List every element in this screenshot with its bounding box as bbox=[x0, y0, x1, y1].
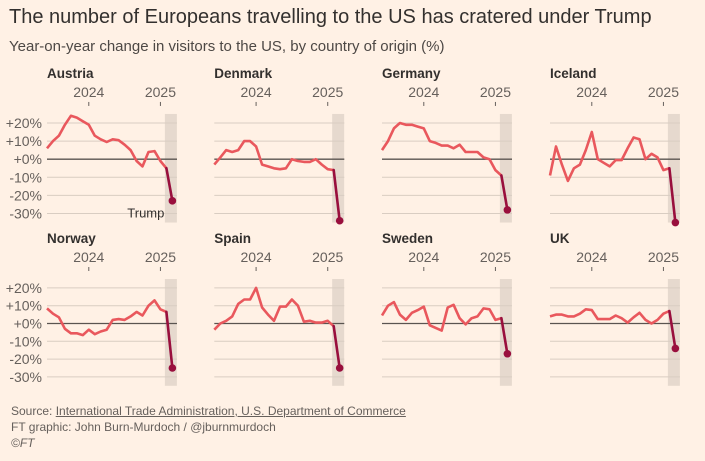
x-tick-label: 2024 bbox=[576, 249, 607, 265]
y-tick-label: -20% bbox=[9, 187, 42, 203]
latest-point-marker bbox=[168, 364, 177, 372]
latest-point-marker bbox=[503, 349, 512, 358]
series-line-norway bbox=[46, 299, 167, 337]
source-prefix: Source: bbox=[11, 404, 56, 418]
x-tick-label: 2025 bbox=[480, 249, 511, 265]
series-line-spain bbox=[213, 286, 335, 331]
panel-title: Austria bbox=[47, 66, 94, 81]
source-line: Source: International Trade Administrati… bbox=[11, 404, 406, 418]
x-tick-label: 2025 bbox=[648, 249, 679, 265]
y-tick-label: -20% bbox=[9, 351, 42, 367]
latest-point-marker bbox=[503, 206, 512, 214]
panel-title: UK bbox=[550, 231, 570, 246]
latest-point-marker bbox=[335, 216, 344, 225]
trump-period-line bbox=[668, 309, 677, 350]
x-tick-label: 2025 bbox=[480, 84, 511, 100]
credit-line: FT graphic: John Burn-Murdoch / @jburnmu… bbox=[11, 420, 276, 434]
x-tick-label: 2024 bbox=[576, 84, 607, 100]
panel-title: Spain bbox=[214, 231, 251, 246]
trump-annotation: Trump bbox=[127, 206, 164, 221]
y-tick-label: -30% bbox=[9, 206, 42, 222]
y-tick-label: -10% bbox=[9, 169, 42, 185]
series-line-sweden bbox=[380, 300, 502, 332]
y-tick-label: +0% bbox=[14, 151, 42, 167]
x-tick-label: 2025 bbox=[648, 84, 679, 100]
y-tick-label: +20% bbox=[6, 280, 42, 296]
panel-title: Iceland bbox=[550, 66, 597, 81]
trump-period-line bbox=[668, 166, 677, 224]
series-line-uk bbox=[549, 307, 670, 325]
chart-title: The number of Europeans travelling to th… bbox=[9, 6, 652, 28]
x-tick-label: 2025 bbox=[312, 84, 343, 100]
latest-point-marker bbox=[671, 344, 680, 353]
trump-period-line bbox=[165, 310, 174, 370]
x-tick-label: 2025 bbox=[145, 249, 176, 265]
series-line-denmark bbox=[213, 139, 334, 172]
trump-period-line bbox=[500, 174, 509, 212]
x-tick-label: 2024 bbox=[241, 84, 272, 100]
x-tick-label: 2024 bbox=[408, 249, 439, 265]
x-tick-label: 2024 bbox=[241, 249, 272, 265]
trump-period-line bbox=[500, 316, 509, 356]
panel-title: Germany bbox=[382, 66, 441, 81]
y-tick-label: -30% bbox=[9, 369, 42, 385]
x-tick-label: 2025 bbox=[312, 249, 343, 265]
trump-period-line bbox=[332, 324, 341, 370]
x-tick-label: 2025 bbox=[145, 84, 176, 100]
panel-title: Denmark bbox=[214, 66, 272, 81]
latest-point-marker bbox=[335, 364, 344, 372]
source-link[interactable]: International Trade Administration, U.S.… bbox=[55, 404, 406, 418]
series-line-germany bbox=[380, 121, 503, 177]
series-line-austria bbox=[46, 114, 168, 170]
panel-title: Norway bbox=[47, 231, 96, 246]
latest-point-marker bbox=[168, 197, 177, 205]
y-tick-label: +20% bbox=[6, 115, 42, 131]
latest-point-marker bbox=[671, 218, 680, 227]
series-line-iceland bbox=[548, 130, 670, 183]
trump-period-line bbox=[165, 166, 174, 203]
y-tick-label: +10% bbox=[6, 298, 42, 314]
y-tick-label: +10% bbox=[6, 133, 42, 149]
x-tick-label: 2024 bbox=[73, 249, 104, 265]
copyright: ©FT bbox=[11, 436, 35, 450]
trump-period-line bbox=[332, 168, 341, 223]
y-tick-label: -10% bbox=[9, 333, 42, 349]
y-tick-label: +0% bbox=[14, 316, 42, 332]
chart-subtitle: Year-on-year change in visitors to the U… bbox=[9, 38, 445, 55]
trump-period-shade bbox=[499, 279, 512, 386]
panel-title: Sweden bbox=[382, 231, 433, 246]
x-tick-label: 2024 bbox=[408, 84, 439, 100]
x-tick-label: 2024 bbox=[73, 84, 104, 100]
